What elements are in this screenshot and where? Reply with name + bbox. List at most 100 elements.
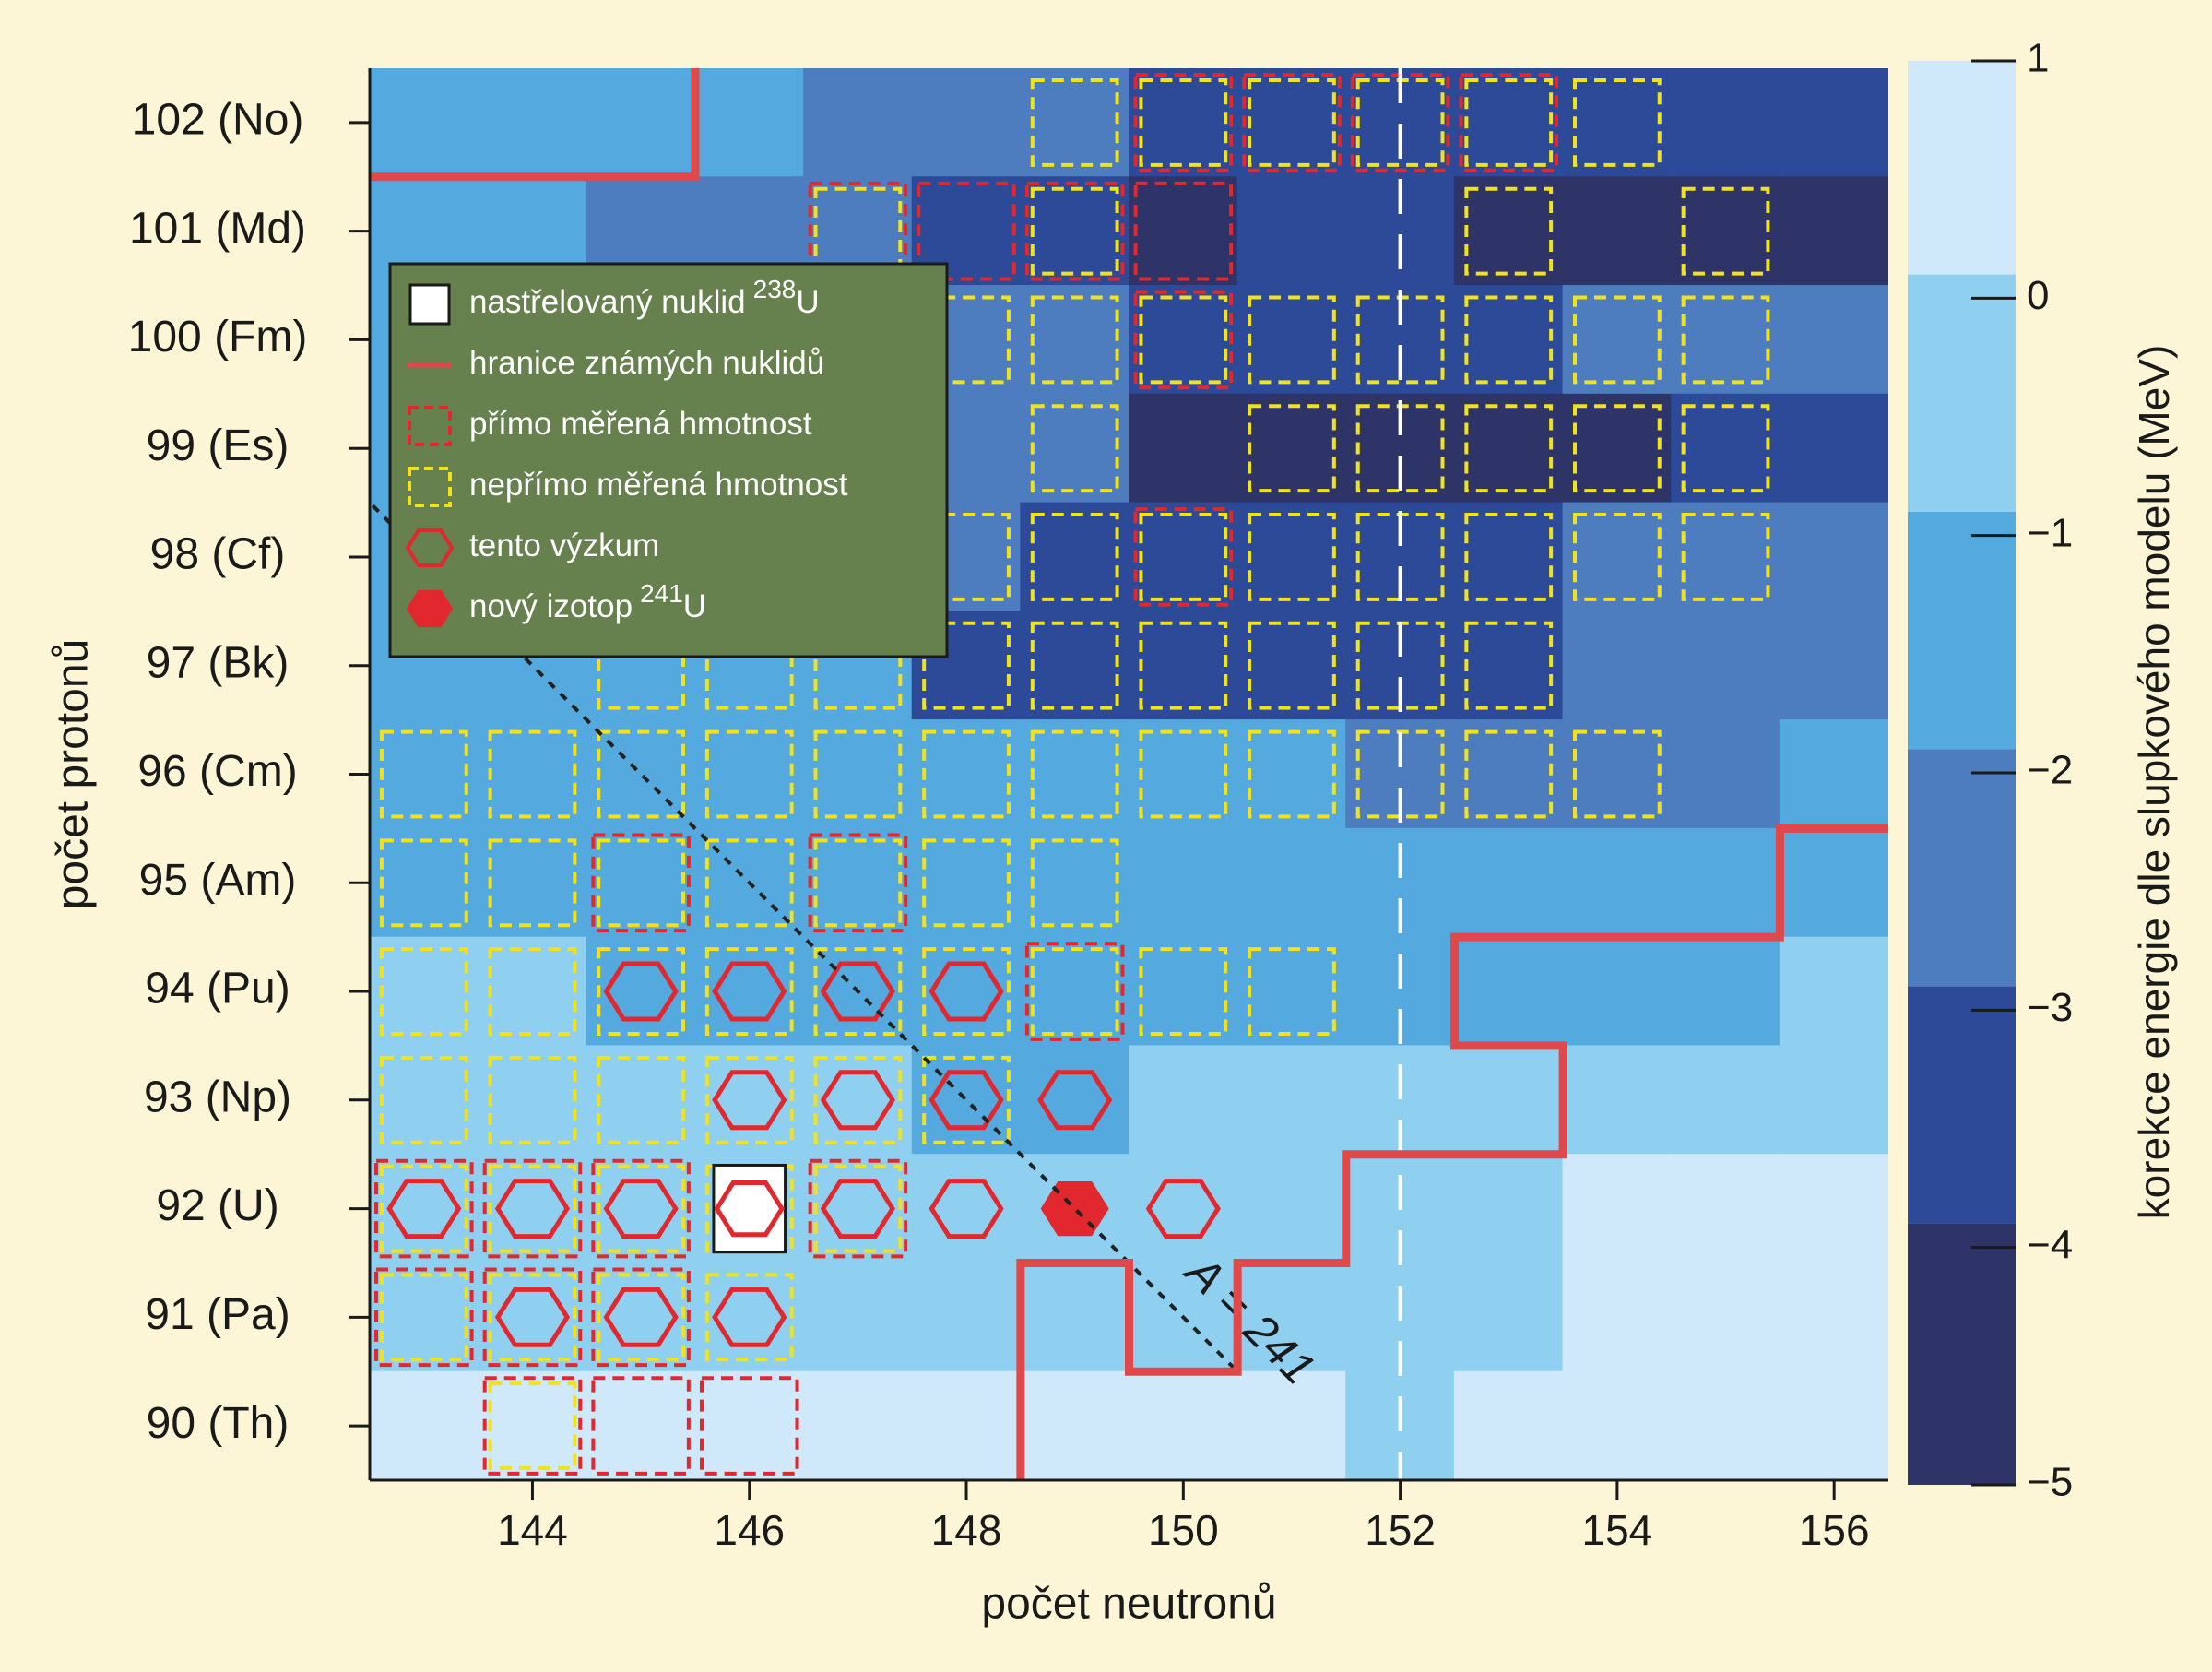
heat-cell <box>1671 611 1780 721</box>
legend-label: nový izotop 241U <box>469 579 706 624</box>
indirect-mass-marker <box>1355 729 1445 819</box>
y-tick-label: 100 (Fm) <box>128 313 308 362</box>
research-hexagon <box>712 1070 787 1131</box>
legend-label-text: nastřelovaný nuklid <box>469 284 746 320</box>
heat-cell <box>1020 285 1130 395</box>
heat-cell <box>1453 1262 1564 1372</box>
heat-cell <box>1453 393 1564 504</box>
heat-cell <box>694 1370 805 1480</box>
heat-cell <box>1453 285 1564 395</box>
legend-label-text: nepřímo měřená hmotnost <box>469 467 848 503</box>
heat-cell <box>586 719 696 829</box>
research-hexagon <box>820 961 895 1022</box>
heat-cell <box>1671 502 1780 612</box>
known-nuclides-boundary <box>370 68 700 182</box>
direct-mass-marker <box>374 1267 474 1368</box>
heat-cell <box>911 827 1022 938</box>
heat-cell <box>1020 719 1130 829</box>
indirect-mass-marker <box>488 1164 577 1253</box>
heat-cell <box>1671 936 1780 1047</box>
heat-cell <box>478 827 587 938</box>
indirect-mass-marker <box>1139 295 1228 385</box>
colorbar-tick-label: −1 <box>2027 510 2073 555</box>
indirect-mass-marker <box>1464 186 1554 276</box>
heat-cell <box>586 1045 696 1156</box>
direct-mass-marker <box>1242 73 1342 172</box>
indirect-mass-marker <box>597 1164 685 1253</box>
indirect-mass-marker <box>813 838 903 928</box>
heat-cell <box>1236 1045 1347 1156</box>
heat-cell <box>1453 719 1564 829</box>
heat-cell <box>911 1154 1022 1263</box>
indirect-mass-marker <box>488 1055 577 1144</box>
direct-mass-marker <box>591 1376 691 1476</box>
indirect-mass-marker <box>1139 513 1228 601</box>
indirect-mass-marker <box>488 1273 577 1362</box>
indirect-mass-marker <box>704 1273 794 1362</box>
research-hexagon <box>929 1070 1004 1131</box>
indirect-mass-marker <box>597 729 685 819</box>
heat-cell <box>1129 1370 1238 1480</box>
indirect-mass-marker <box>597 947 685 1036</box>
indirect-mass-marker <box>1248 295 1336 385</box>
colorbar-tick-label: −3 <box>2027 985 2073 1030</box>
y-tick-label: 97 (Bk) <box>147 638 290 687</box>
heat-cell <box>1671 1370 1780 1480</box>
colorbar-title: korekce energie dle slupkového modelu (M… <box>2130 345 2178 1220</box>
heat-cell <box>1020 827 1130 938</box>
indirect-mass-marker <box>597 1055 685 1144</box>
y-tick-label: 93 (Np) <box>144 1073 291 1121</box>
y-tick-label: 94 (Pu) <box>145 965 290 1014</box>
colorbar-tick-label: −2 <box>2027 748 2073 793</box>
indirect-mass-marker <box>922 1055 1011 1144</box>
indirect-mass-marker <box>488 1381 577 1471</box>
y-tick-label: 98 (Cf) <box>150 530 286 579</box>
heat-cell <box>1453 611 1564 721</box>
heat-cell <box>1129 68 1238 178</box>
heat-cell <box>1671 1262 1780 1372</box>
heat-cell <box>1129 176 1238 287</box>
indirect-mass-marker <box>1139 621 1228 710</box>
heat-cell <box>1779 936 1888 1047</box>
new-isotope-hexagon <box>1040 1181 1109 1237</box>
y-tick-label: 96 (Cm) <box>137 747 297 796</box>
legend-target-icon <box>408 283 451 326</box>
research-hexagon <box>820 1179 895 1239</box>
y-tick-label: 101 (Md) <box>129 204 306 253</box>
indirect-mass-marker <box>488 838 577 928</box>
heat-cell <box>1562 719 1673 829</box>
direct-mass-marker <box>1133 181 1234 281</box>
indirect-mass-marker <box>1573 404 1662 493</box>
direct-mass-marker <box>1459 73 1559 172</box>
heat-cell <box>1453 502 1564 612</box>
direct-mass-marker <box>591 1267 691 1368</box>
heat-cell <box>478 1045 587 1156</box>
heat-cell <box>803 719 913 829</box>
heat-cell <box>478 1370 587 1480</box>
heat-cell <box>478 936 587 1047</box>
legend-label: přímo měřená hmotnost <box>469 406 812 442</box>
indirect-mass-marker <box>813 1164 903 1253</box>
direct-mass-marker <box>1024 181 1125 281</box>
heat-cell <box>1453 827 1564 938</box>
heat-cell <box>803 1045 913 1156</box>
heat-cell <box>1129 393 1238 504</box>
heat-cell <box>1562 393 1673 504</box>
indirect-mass-marker <box>1248 77 1336 167</box>
legend-label: nastřelovaný nuklid 238U <box>469 275 820 320</box>
legend-label-text: tento výzkum <box>469 528 659 563</box>
heat-cell <box>1671 1045 1780 1156</box>
indirect-mass-marker <box>1464 729 1554 819</box>
heat-cell <box>478 68 587 178</box>
heat-cell <box>1020 936 1130 1047</box>
legend-label-sup: 238 <box>753 275 797 303</box>
x-tick-label: 150 <box>1148 1506 1219 1554</box>
indirect-mass-marker <box>813 186 903 276</box>
y-tick-label: 95 (Am) <box>139 856 297 905</box>
heat-cell <box>1453 68 1564 178</box>
heat-cell <box>1129 1154 1238 1263</box>
colorbar-tick-label: 1 <box>2027 36 2049 81</box>
indirect-mass-marker <box>1030 295 1119 385</box>
heat-cell <box>911 1370 1022 1480</box>
indirect-mass-marker <box>922 621 1011 710</box>
